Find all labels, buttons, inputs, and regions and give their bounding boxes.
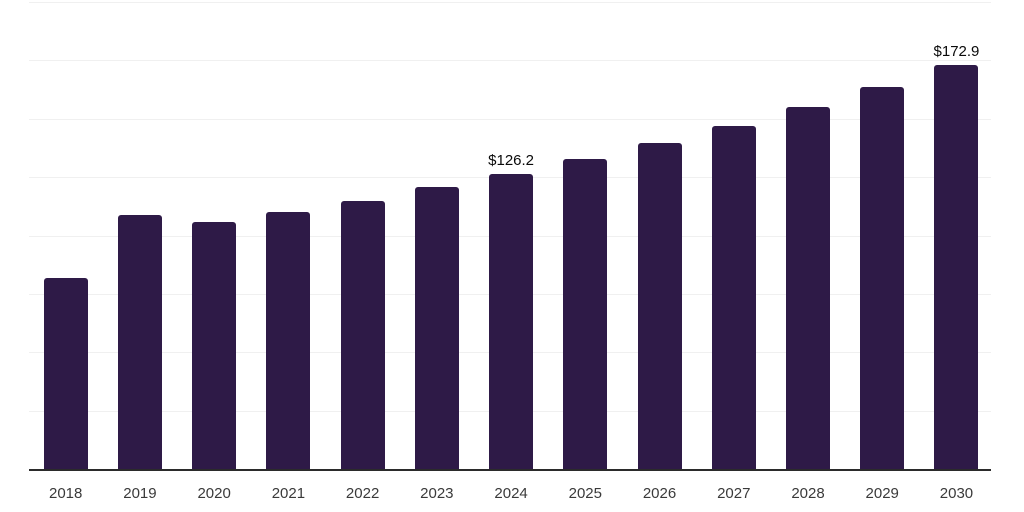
x-tick-2023: 2023: [420, 485, 454, 502]
bar-2025: [563, 159, 608, 469]
x-tick-2024: 2024: [494, 485, 528, 502]
bar-2027: [711, 125, 756, 469]
x-tick-2022: 2022: [345, 485, 380, 502]
x-tick-2030: 2030: [939, 485, 974, 502]
x-tick-2019: 2019: [123, 485, 157, 502]
bar-2028: [786, 107, 830, 469]
x-tick-2025: 2025: [568, 485, 602, 502]
x-tick-2021: 2021: [271, 485, 306, 502]
bar-2022: [340, 200, 385, 469]
bar-2029: [860, 87, 905, 469]
gridline-150: [29, 118, 991, 120]
bar-2019: [117, 215, 162, 469]
bar-2024: [489, 174, 534, 469]
x-tick-2027: 2027: [717, 485, 751, 502]
bar-2026: [637, 143, 682, 469]
x-tick-2026: 2026: [642, 485, 677, 502]
bar-2030: [934, 65, 979, 469]
x-tick-2028: 2028: [791, 485, 825, 502]
bar-2018: [43, 277, 88, 469]
gridline-175: [29, 60, 991, 62]
x-axis-tick-labels: 2018 2019 2020 2021 2022 2023 2024 2025 2026 2027…: [29, 485, 991, 505]
x-tick-2020: 2020: [197, 485, 231, 502]
data-label-2024: $126.2: [488, 152, 535, 170]
x-tick-2029: 2029: [865, 485, 899, 502]
data-label-2030: $172.9: [933, 43, 980, 61]
bar-2023: [414, 187, 459, 469]
plot-area: $126.2 $172.9: [29, 2, 991, 471]
bar-2021: [266, 211, 311, 469]
bar-2020: [192, 222, 237, 469]
gridline-200: [29, 2, 991, 3]
x-tick-2018: 2018: [49, 485, 83, 502]
